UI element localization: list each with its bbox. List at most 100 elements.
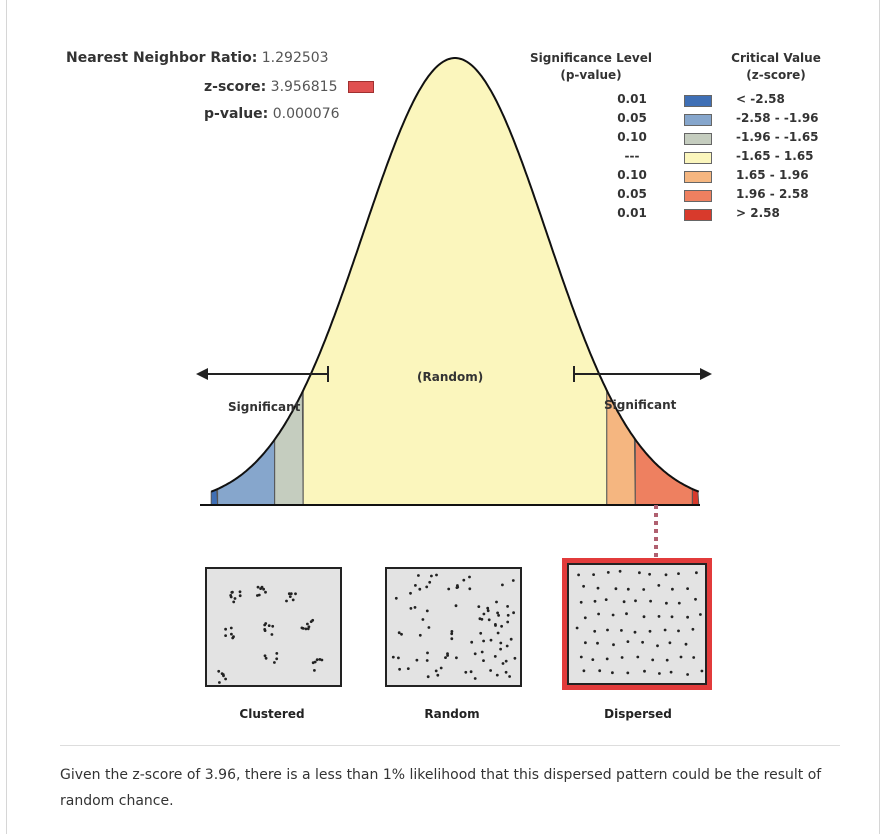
report-frame — [6, 0, 880, 834]
point — [397, 656, 400, 660]
point — [427, 626, 431, 629]
point — [658, 672, 661, 675]
point — [224, 677, 227, 681]
point — [409, 591, 412, 595]
legend-z-range: -1.96 - -1.65 — [736, 130, 819, 144]
point — [668, 641, 672, 645]
critical-value-subtitle: (z-score) — [746, 68, 806, 82]
point — [648, 629, 652, 633]
point — [313, 660, 317, 664]
point — [415, 658, 419, 662]
point — [456, 584, 459, 587]
point — [506, 620, 510, 624]
point — [494, 624, 497, 627]
point — [315, 658, 319, 662]
point — [686, 615, 689, 619]
point — [677, 629, 680, 633]
point — [641, 640, 644, 644]
point — [418, 633, 422, 637]
point — [425, 585, 429, 589]
point — [473, 677, 477, 680]
point — [677, 601, 681, 605]
point — [311, 618, 315, 622]
point — [626, 640, 630, 643]
point — [421, 618, 425, 621]
point — [499, 647, 502, 651]
sig-level-title: Significance Level — [530, 51, 652, 65]
legend-color-swatch — [684, 95, 712, 107]
point — [677, 572, 680, 575]
point — [217, 669, 221, 673]
point — [679, 655, 683, 659]
point — [306, 627, 310, 631]
pvalue-row: p-value: 0.000076 — [204, 104, 340, 125]
point — [665, 658, 669, 662]
curve-outline — [210, 57, 700, 493]
point — [287, 592, 291, 596]
point — [220, 672, 224, 675]
legend-row: 0.05 -2.58 - -1.96 — [516, 111, 866, 128]
point — [505, 644, 509, 648]
point — [264, 622, 268, 625]
legend-color-swatch — [684, 133, 712, 145]
point — [495, 673, 499, 677]
point — [499, 641, 503, 645]
point — [285, 599, 288, 603]
normal-distribution-curve — [196, 57, 712, 558]
point — [692, 656, 696, 659]
point — [642, 588, 646, 591]
point — [513, 656, 517, 660]
point — [238, 594, 242, 598]
point — [418, 587, 422, 591]
point — [409, 607, 413, 610]
point — [694, 597, 697, 601]
point — [413, 606, 417, 609]
point — [263, 654, 267, 658]
point — [591, 658, 595, 661]
curve-fill-regions — [210, 57, 700, 506]
point — [288, 595, 292, 598]
point — [664, 573, 668, 577]
legend-p-value: 0.01 — [617, 206, 647, 220]
point — [671, 587, 674, 591]
point — [686, 673, 689, 676]
legend-z-range: 1.96 - 2.58 — [736, 187, 809, 201]
random-label: (Random) — [417, 370, 484, 384]
point — [495, 600, 498, 604]
point — [218, 681, 221, 684]
legend-z-range: -2.58 - -1.96 — [736, 111, 819, 125]
point — [612, 643, 615, 647]
point — [618, 569, 622, 573]
point — [620, 656, 624, 659]
point — [291, 598, 295, 602]
point — [669, 670, 673, 674]
point — [275, 657, 279, 661]
point — [506, 613, 510, 617]
point — [597, 612, 600, 616]
point — [430, 574, 433, 578]
point — [232, 635, 235, 639]
point — [606, 571, 610, 574]
point — [398, 667, 401, 671]
point — [262, 587, 265, 591]
point — [695, 571, 698, 575]
significant-left-label: Significant — [228, 400, 301, 414]
point — [256, 585, 260, 589]
critical-value-title: Critical Value — [731, 51, 821, 65]
point — [318, 658, 322, 661]
legend-p-value: 0.10 — [617, 130, 647, 144]
point — [626, 671, 630, 675]
zscore-color-swatch — [347, 81, 374, 93]
point — [582, 584, 585, 588]
point — [482, 612, 486, 616]
point — [684, 642, 688, 646]
point — [614, 587, 618, 591]
curve-band — [302, 57, 608, 506]
dispersed-label: Dispersed — [604, 707, 672, 721]
point — [289, 592, 293, 596]
point — [436, 673, 440, 677]
legend-row: 0.05 1.96 - 2.58 — [516, 187, 866, 204]
point — [273, 661, 276, 664]
point — [496, 611, 499, 615]
point — [583, 616, 587, 620]
